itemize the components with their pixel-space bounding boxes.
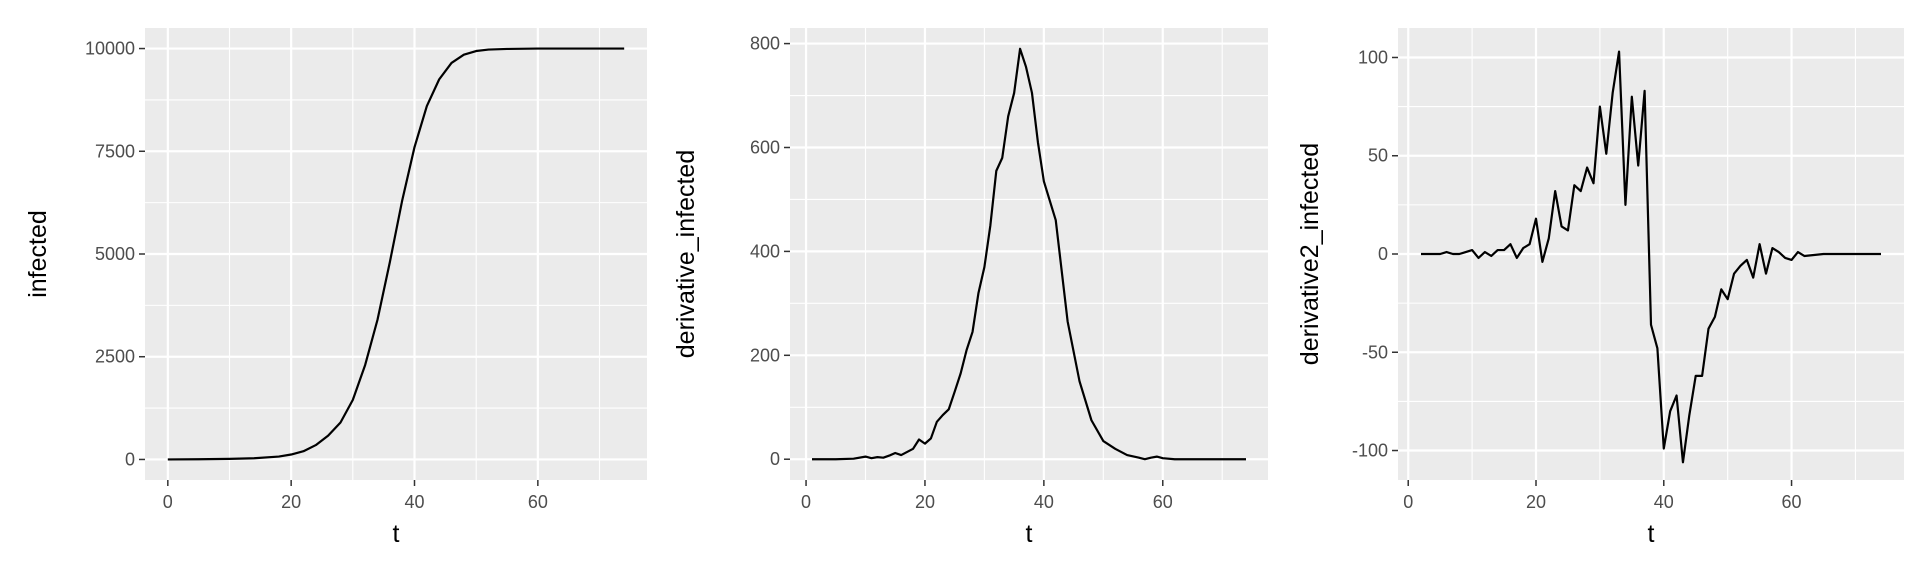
x-tick-label: 20 <box>281 492 301 512</box>
panel-derivative2-infected: 0 20 40 60 -100 -50 0 50 100 t derivative2_infec… <box>1296 28 1904 548</box>
plot-panel <box>790 28 1268 480</box>
y-tick-label: 7500 <box>95 141 135 161</box>
grid <box>145 28 647 480</box>
y-tick-label: 0 <box>770 449 780 469</box>
grid <box>1398 28 1904 480</box>
x-tick-label: 0 <box>1403 492 1413 512</box>
x-tick-label: 0 <box>163 492 173 512</box>
x-tick-label: 40 <box>404 492 424 512</box>
x-axis-title: t <box>1648 520 1655 548</box>
y-tick-label: -100 <box>1352 441 1388 461</box>
y-tick-label: 800 <box>750 34 780 54</box>
x-axis-title: t <box>393 520 400 548</box>
y-tick-label: 50 <box>1368 146 1388 166</box>
y-axis-title: derivative2_infected <box>1296 143 1324 365</box>
series-line <box>812 47 1246 461</box>
y-tick-label: 600 <box>750 137 780 157</box>
series-line <box>167 47 625 461</box>
series <box>167 47 625 461</box>
x-tick-label: 60 <box>1782 492 1802 512</box>
y-tick-label: 0 <box>125 449 135 469</box>
x-tick-label: 40 <box>1654 492 1674 512</box>
x-tick-label: 20 <box>1526 492 1546 512</box>
x-tick-label: 60 <box>1153 492 1173 512</box>
y-tick-label: 5000 <box>95 244 135 264</box>
series <box>1421 50 1881 464</box>
y-tick-label: -50 <box>1362 342 1388 362</box>
y-axis-title: derivative_infected <box>672 150 700 358</box>
x-tick-label: 0 <box>801 492 811 512</box>
x-axis-title: t <box>1026 520 1033 548</box>
y-tick-label: 200 <box>750 345 780 365</box>
x-tick-label: 60 <box>528 492 548 512</box>
axes: 0 20 40 60 -100 -50 0 50 100 <box>1352 47 1802 512</box>
x-tick-label: 40 <box>1034 492 1054 512</box>
y-tick-label: 10000 <box>85 39 135 59</box>
series <box>812 47 1246 461</box>
y-tick-label: 0 <box>1378 244 1388 264</box>
y-tick-label: 100 <box>1358 47 1388 67</box>
x-tick-label: 20 <box>915 492 935 512</box>
y-tick-label: 2500 <box>95 347 135 367</box>
panel-infected: 0 20 40 60 0 2500 5000 7500 10000 t infected <box>24 28 647 548</box>
series-line <box>1421 50 1881 464</box>
y-tick-label: 400 <box>750 241 780 261</box>
grid <box>790 28 1268 480</box>
axes: 0 20 40 60 0 2500 5000 7500 10000 <box>85 39 548 512</box>
y-axis-title: infected <box>24 210 52 298</box>
